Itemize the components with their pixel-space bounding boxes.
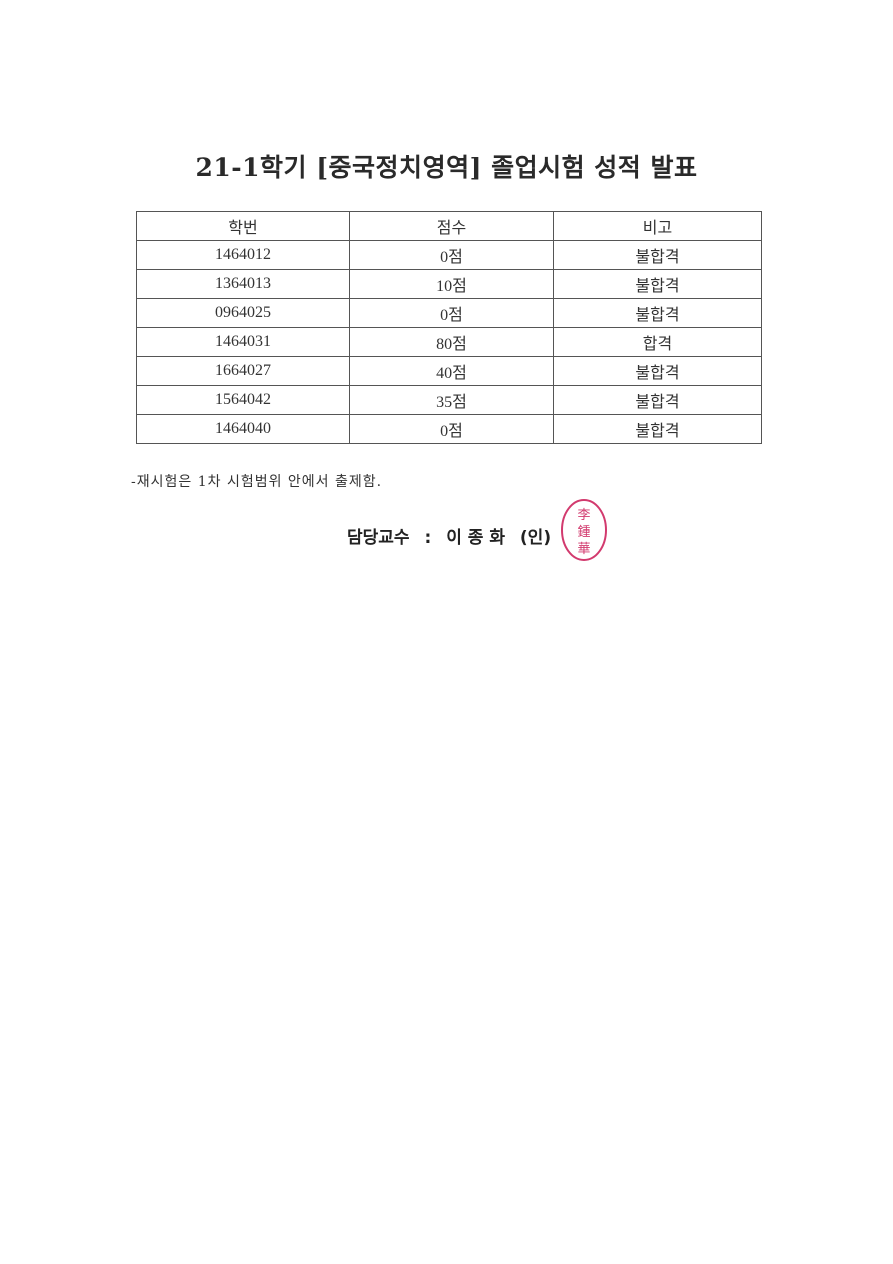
seal-char: 鍾 (577, 525, 590, 540)
table-row: 1464031 80점 합격 (136, 327, 762, 357)
cell-remark: 불합격 (553, 269, 762, 299)
cell-student-id: 1464040 (136, 414, 350, 444)
grade-table: 학번 점수 비고 1464012 0점 불합격 1364013 10점 불합격 096402… (136, 211, 762, 444)
cell-remark: 불합격 (553, 385, 762, 415)
cell-score: 0점 (349, 414, 554, 444)
table-row: 1464040 0점 불합격 (136, 414, 762, 444)
separator: : (424, 528, 432, 548)
seal-stamp: 李 鍾 華 (561, 499, 607, 561)
cell-remark: 합격 (553, 327, 762, 357)
header-student-id: 학번 (136, 211, 350, 241)
cell-score: 35점 (349, 385, 554, 415)
seal-char: 李 (577, 508, 590, 523)
cell-score: 40점 (349, 356, 554, 386)
cell-student-id: 1364013 (136, 269, 350, 299)
cell-student-id: 1564042 (136, 385, 350, 415)
header-score: 점수 (349, 211, 554, 241)
page-title: 21-1학기 [중국정치영역] 졸업시험 성적 발표 (195, 153, 698, 182)
cell-score: 10점 (349, 269, 554, 299)
seal-char: 華 (577, 542, 590, 557)
signature-line: 담당교수 : 이 종 화 (인) (347, 523, 551, 548)
cell-remark: 불합격 (553, 414, 762, 444)
table-row: 1364013 10점 불합격 (136, 269, 762, 299)
cell-remark: 불합격 (553, 298, 762, 328)
cell-score: 80점 (349, 327, 554, 357)
professor-label: 담당교수 (347, 528, 410, 548)
table-header-row: 학번 점수 비고 (136, 211, 762, 241)
cell-student-id: 1464012 (136, 240, 350, 270)
cell-score: 0점 (349, 240, 554, 270)
table-row: 0964025 0점 불합격 (136, 298, 762, 328)
cell-remark: 불합격 (553, 240, 762, 270)
cell-student-id: 0964025 (136, 298, 350, 328)
cell-student-id: 1664027 (136, 356, 350, 386)
table-row: 1564042 35점 불합격 (136, 385, 762, 415)
cell-score: 0점 (349, 298, 554, 328)
header-remark: 비고 (553, 211, 762, 241)
retest-note: -재시험은 1차 시험범위 안에서 출제함. (131, 474, 383, 490)
cell-remark: 불합격 (553, 356, 762, 386)
table-row: 1464012 0점 불합격 (136, 240, 762, 270)
cell-student-id: 1464031 (136, 327, 350, 357)
table-row: 1664027 40점 불합격 (136, 356, 762, 386)
seal-mark: (인) (519, 528, 552, 548)
professor-name: 이 종 화 (446, 528, 505, 548)
